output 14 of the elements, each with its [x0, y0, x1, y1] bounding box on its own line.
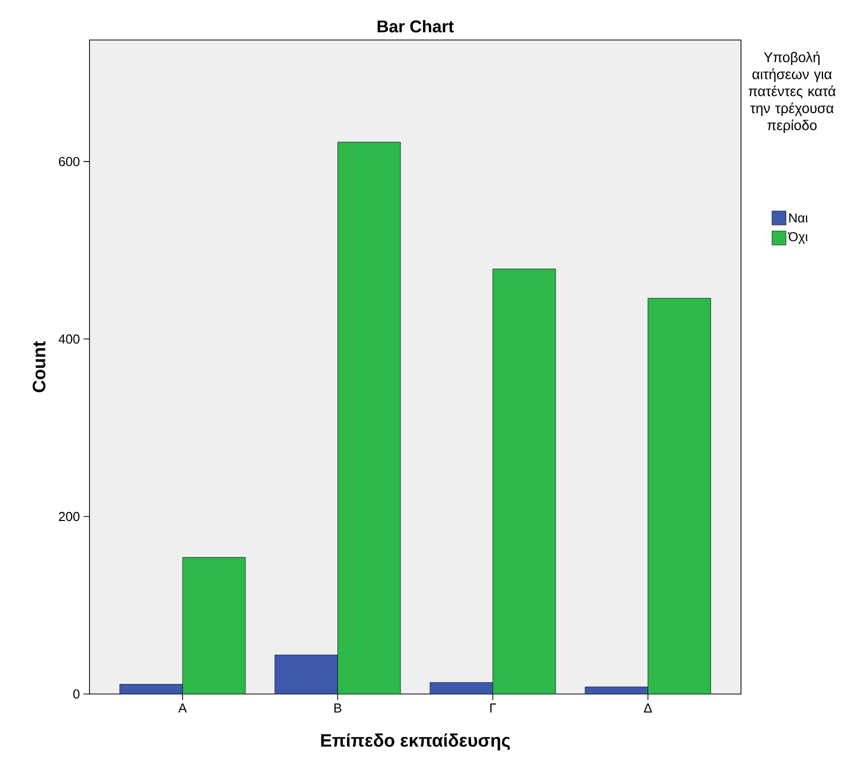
legend-label: Όχι: [788, 232, 808, 244]
x-axis-title: Επίπεδο εκπαίδευσης: [321, 733, 510, 750]
y-axis-title: Count: [32, 341, 46, 392]
x-tick-label: Δ: [644, 704, 652, 712]
legend-label: Ναι: [789, 213, 808, 223]
x-tick-label: Α: [178, 704, 187, 712]
x-tick-label: Γ: [490, 704, 496, 712]
legend-title: Υποβολή αιτήσεων για πατέντες κατά την τρέχουσα περίοδο: [748, 52, 836, 133]
y-tick-label: 600: [58, 156, 80, 166]
y-tick-label: 0: [73, 689, 80, 699]
y-tick-label: 400: [58, 334, 80, 344]
y-tick-label: 200: [58, 512, 80, 522]
x-tick-label: Β: [334, 704, 342, 712]
chart-title: Bar Chart: [378, 20, 454, 32]
